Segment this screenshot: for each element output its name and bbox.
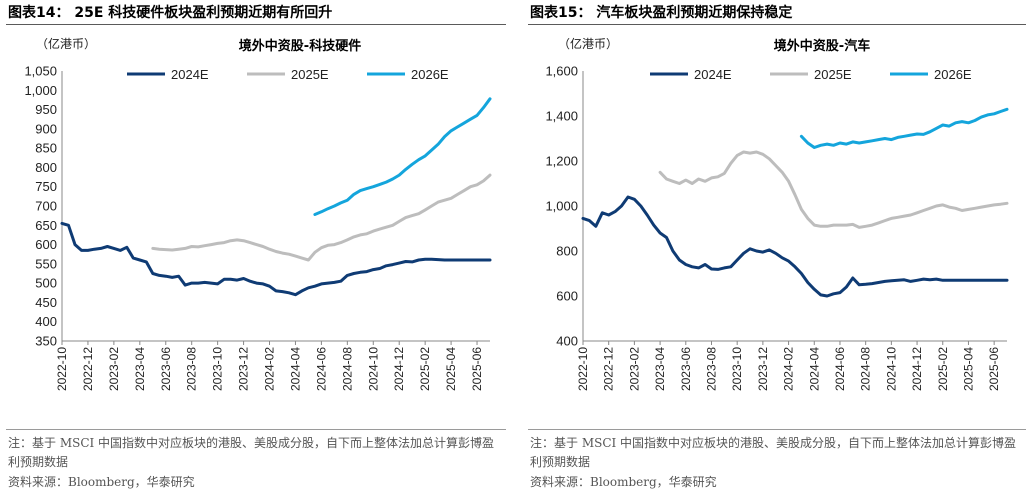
x-tick-label: 2023-04	[133, 347, 147, 391]
x-tick-label: 2025-06	[470, 347, 484, 391]
top-rule-right	[528, 24, 1026, 25]
x-tick-label: 2025-04	[961, 347, 975, 391]
x-tick-label: 2023-10	[211, 347, 225, 391]
unit-label: （亿港币）	[36, 36, 96, 51]
x-tick-label: 2022-10	[55, 347, 69, 391]
legend-label-2024E: 2024E	[694, 67, 732, 82]
x-tick-label: 2025-02	[418, 347, 432, 391]
left-panel: 图表14： 25E 科技硬件板块盈利预期近期有所回升 （亿港币） 境外中资股-科技…	[0, 0, 510, 496]
auto-chart: （亿港币） 境外中资股-汽车 400 600 800 1,000 1,200 1,400 1,6…	[545, 36, 1009, 391]
legend-label-2025E: 2025E	[291, 67, 329, 82]
series-line-2026E	[313, 97, 492, 216]
source-right: 资料来源：Bloomberg，华泰研究	[530, 475, 717, 489]
y-tick-label: 900	[35, 121, 57, 136]
y-tick-label: 400	[556, 334, 578, 349]
y-tick-label: 600	[35, 237, 57, 252]
y-tick-label: 400	[35, 314, 57, 329]
legend-label-2026E: 2026E	[411, 67, 449, 82]
y-tick-label: 850	[35, 141, 57, 156]
x-tick-label: 2024-02	[782, 347, 796, 391]
y-tick-label: 600	[556, 289, 578, 304]
x-tick-label: 2024-02	[263, 347, 277, 391]
bottom-rule-right	[528, 429, 1026, 430]
y-tick-label: 1,050	[24, 64, 57, 79]
x-tick-label: 2023-02	[107, 347, 121, 391]
x-tick-label: 2024-12	[910, 347, 924, 391]
x-tick-label: 2023-10	[730, 347, 744, 391]
y-tick-label: 1,400	[545, 109, 578, 124]
bottom-rule-left	[6, 429, 506, 430]
y-tick-label: 1,200	[545, 154, 578, 169]
legend-label-2026E: 2026E	[934, 67, 972, 82]
y-tick-label: 650	[35, 218, 57, 233]
x-tick-label: 2024-08	[859, 347, 873, 391]
x-tick-label: 2024-10	[366, 347, 380, 391]
x-tick-label: 2025-06	[987, 347, 1001, 391]
x-tick-label: 2022-10	[576, 347, 590, 391]
series-line-2025E	[658, 150, 1009, 229]
y-tick-label: 800	[35, 160, 57, 175]
figure-title-right: 图表15： 汽车板块盈利预期近期保持稳定	[530, 5, 793, 21]
y-tick-label: 500	[35, 276, 57, 291]
x-tick-label: 2022-12	[81, 347, 95, 391]
x-tick-label: 2024-06	[833, 347, 847, 391]
x-tick-label: 2023-08	[185, 347, 199, 391]
source-left: 资料来源：Bloomberg，华泰研究	[8, 475, 195, 489]
x-tick-label: 2024-10	[884, 347, 898, 391]
series-line-2024E	[581, 195, 1009, 298]
x-tick-label: 2024-08	[340, 347, 354, 391]
x-tick-label: 2024-04	[807, 347, 821, 391]
y-tick-label: 550	[35, 256, 57, 271]
x-tick-label: 2023-08	[704, 347, 718, 391]
note-right: 注：基于 MSCI 中国指数中对应板块的港股、美股成分股，自下而上整体法加总计算…	[530, 436, 1017, 469]
y-tick-label: 1,000	[24, 83, 57, 98]
x-tick-label: 2023-04	[653, 347, 667, 391]
y-tick-label: 350	[35, 334, 57, 349]
x-tick-label: 2024-12	[392, 347, 406, 391]
x-tick-label: 2023-06	[679, 347, 693, 391]
x-tick-label: 2024-04	[288, 347, 302, 391]
x-tick-label: 2025-04	[444, 347, 458, 391]
y-tick-label: 950	[35, 102, 57, 117]
y-tick-label: 1,600	[545, 64, 578, 79]
y-tick-label: 700	[35, 199, 57, 214]
chart-title: 境外中资股-科技硬件	[239, 38, 361, 54]
x-tick-label: 2023-12	[237, 347, 251, 391]
x-tick-label: 2023-02	[627, 347, 641, 391]
x-tick-label: 2024-06	[314, 347, 328, 391]
x-tick-label: 2023-12	[756, 347, 770, 391]
chart-title: 境外中资股-汽车	[774, 38, 870, 54]
y-tick-label: 450	[35, 295, 57, 310]
right-panel: 图表15： 汽车板块盈利预期近期保持稳定 （亿港币） 境外中资股-汽车 400 600…	[522, 0, 1030, 496]
unit-label: （亿港币）	[558, 36, 618, 51]
y-tick-label: 1,000	[545, 199, 578, 214]
series-line-2024E	[60, 221, 492, 297]
top-rule-left	[6, 24, 506, 25]
legend-label-2025E: 2025E	[814, 67, 852, 82]
x-tick-label: 2025-02	[936, 347, 950, 391]
legend-label-2024E: 2024E	[171, 67, 209, 82]
series-line-2025E	[151, 173, 492, 262]
y-tick-label: 750	[35, 179, 57, 194]
series-line-2026E	[799, 107, 1009, 149]
note-left: 注：基于 MSCI 中国指数中对应板块的港股、美股成分股，自下而上整体法加总计算…	[8, 436, 495, 469]
x-tick-label: 2023-06	[159, 347, 173, 391]
tech-hardware-chart: （亿港币） 境外中资股-科技硬件 350 400 450 500 550 600 650 700 7…	[24, 36, 492, 391]
figure-title-left: 图表14： 25E 科技硬件板块盈利预期近期有所回升	[8, 5, 333, 21]
y-tick-label: 800	[556, 244, 578, 259]
x-tick-label: 2022-12	[602, 347, 616, 391]
